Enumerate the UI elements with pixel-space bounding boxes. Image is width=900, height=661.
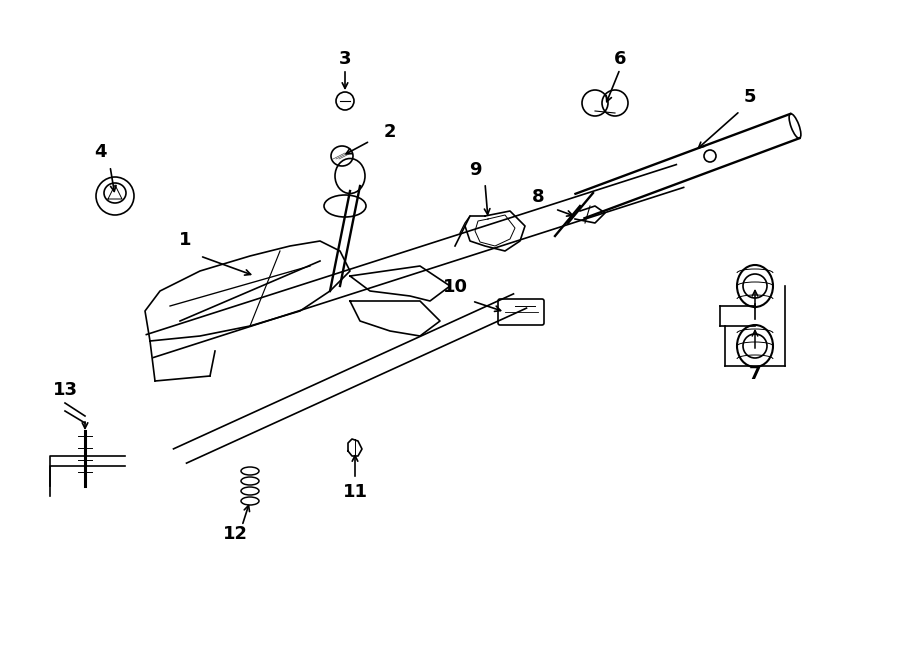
- Text: 8: 8: [532, 188, 544, 206]
- Text: 3: 3: [338, 50, 351, 68]
- Text: 12: 12: [222, 525, 248, 543]
- Text: 9: 9: [469, 161, 482, 179]
- Text: 1: 1: [179, 231, 191, 249]
- Text: 4: 4: [94, 143, 106, 161]
- Text: 13: 13: [52, 381, 77, 399]
- Text: 7: 7: [749, 365, 761, 383]
- Text: 5: 5: [743, 88, 756, 106]
- Text: 10: 10: [443, 278, 467, 296]
- Text: 2: 2: [383, 123, 396, 141]
- Text: 11: 11: [343, 483, 367, 501]
- Text: 6: 6: [614, 50, 626, 68]
